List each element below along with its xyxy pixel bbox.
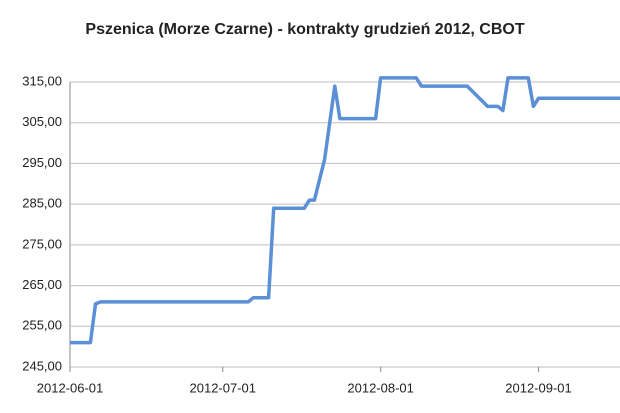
y-tick-label: 265,00 bbox=[22, 277, 62, 292]
y-tick-label: 285,00 bbox=[22, 196, 62, 211]
y-tick-label: 275,00 bbox=[22, 236, 62, 251]
chart-title: Pszenica (Morze Czarne) - kontrakty grud… bbox=[85, 21, 524, 38]
x-tick-label: 2012-08-01 bbox=[347, 380, 414, 395]
x-tick-label: 2012-09-01 bbox=[505, 380, 572, 395]
y-tick-label: 255,00 bbox=[22, 318, 62, 333]
data-line bbox=[70, 76, 620, 345]
x-tick-label: 2012-06-01 bbox=[37, 380, 104, 395]
x-tick-label: 2012-07-01 bbox=[190, 380, 257, 395]
y-tick-label: 315,00 bbox=[22, 73, 62, 88]
y-tick-label: 295,00 bbox=[22, 155, 62, 170]
y-tick-label: 305,00 bbox=[22, 114, 62, 129]
y-tick-label: 245,00 bbox=[22, 358, 62, 373]
